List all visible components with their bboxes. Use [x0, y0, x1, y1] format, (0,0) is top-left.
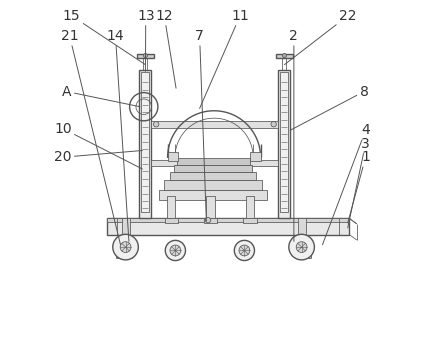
Bar — [278, 70, 290, 218]
Circle shape — [283, 53, 287, 57]
Circle shape — [144, 53, 148, 57]
Bar — [164, 180, 262, 190]
Bar — [121, 218, 130, 236]
Text: 13: 13 — [137, 9, 155, 71]
Text: A: A — [62, 84, 140, 107]
Text: 2: 2 — [289, 29, 298, 241]
Bar — [165, 218, 178, 222]
Text: 15: 15 — [63, 9, 145, 65]
Text: 14: 14 — [107, 29, 129, 241]
Bar — [295, 254, 311, 258]
Text: 20: 20 — [54, 150, 142, 164]
Bar — [151, 121, 278, 128]
Bar — [151, 160, 278, 166]
Circle shape — [154, 122, 159, 127]
Bar — [276, 53, 293, 57]
Bar — [304, 240, 311, 255]
Text: 12: 12 — [155, 9, 176, 88]
Bar — [116, 254, 132, 258]
Bar — [116, 240, 123, 255]
Text: 8: 8 — [290, 84, 369, 130]
Bar — [280, 72, 288, 212]
Bar — [167, 196, 175, 218]
Circle shape — [120, 242, 131, 252]
Circle shape — [206, 217, 211, 223]
Circle shape — [234, 240, 254, 261]
Text: 22: 22 — [284, 9, 357, 65]
Circle shape — [289, 234, 315, 260]
Text: 1: 1 — [348, 150, 370, 223]
Bar — [246, 196, 254, 218]
Circle shape — [113, 234, 138, 260]
Text: 10: 10 — [54, 122, 142, 169]
Bar — [141, 72, 149, 212]
Bar — [175, 165, 253, 172]
Bar — [137, 53, 154, 57]
Circle shape — [170, 245, 181, 256]
Text: 7: 7 — [195, 29, 206, 221]
Bar — [250, 152, 260, 161]
Circle shape — [239, 245, 250, 256]
Bar — [167, 152, 178, 161]
Bar — [206, 196, 215, 218]
Bar — [204, 218, 217, 222]
Bar — [107, 218, 350, 235]
Bar — [243, 218, 256, 222]
Text: 21: 21 — [61, 29, 120, 245]
Bar — [171, 172, 256, 180]
Text: 4: 4 — [323, 123, 370, 245]
Text: 3: 3 — [348, 137, 370, 228]
Text: 11: 11 — [200, 9, 249, 108]
Bar — [139, 70, 151, 218]
Bar — [177, 158, 250, 165]
Circle shape — [165, 240, 186, 261]
Circle shape — [271, 122, 276, 127]
Bar — [159, 190, 267, 200]
Bar — [107, 218, 350, 222]
Bar — [298, 218, 306, 236]
Circle shape — [296, 242, 307, 252]
